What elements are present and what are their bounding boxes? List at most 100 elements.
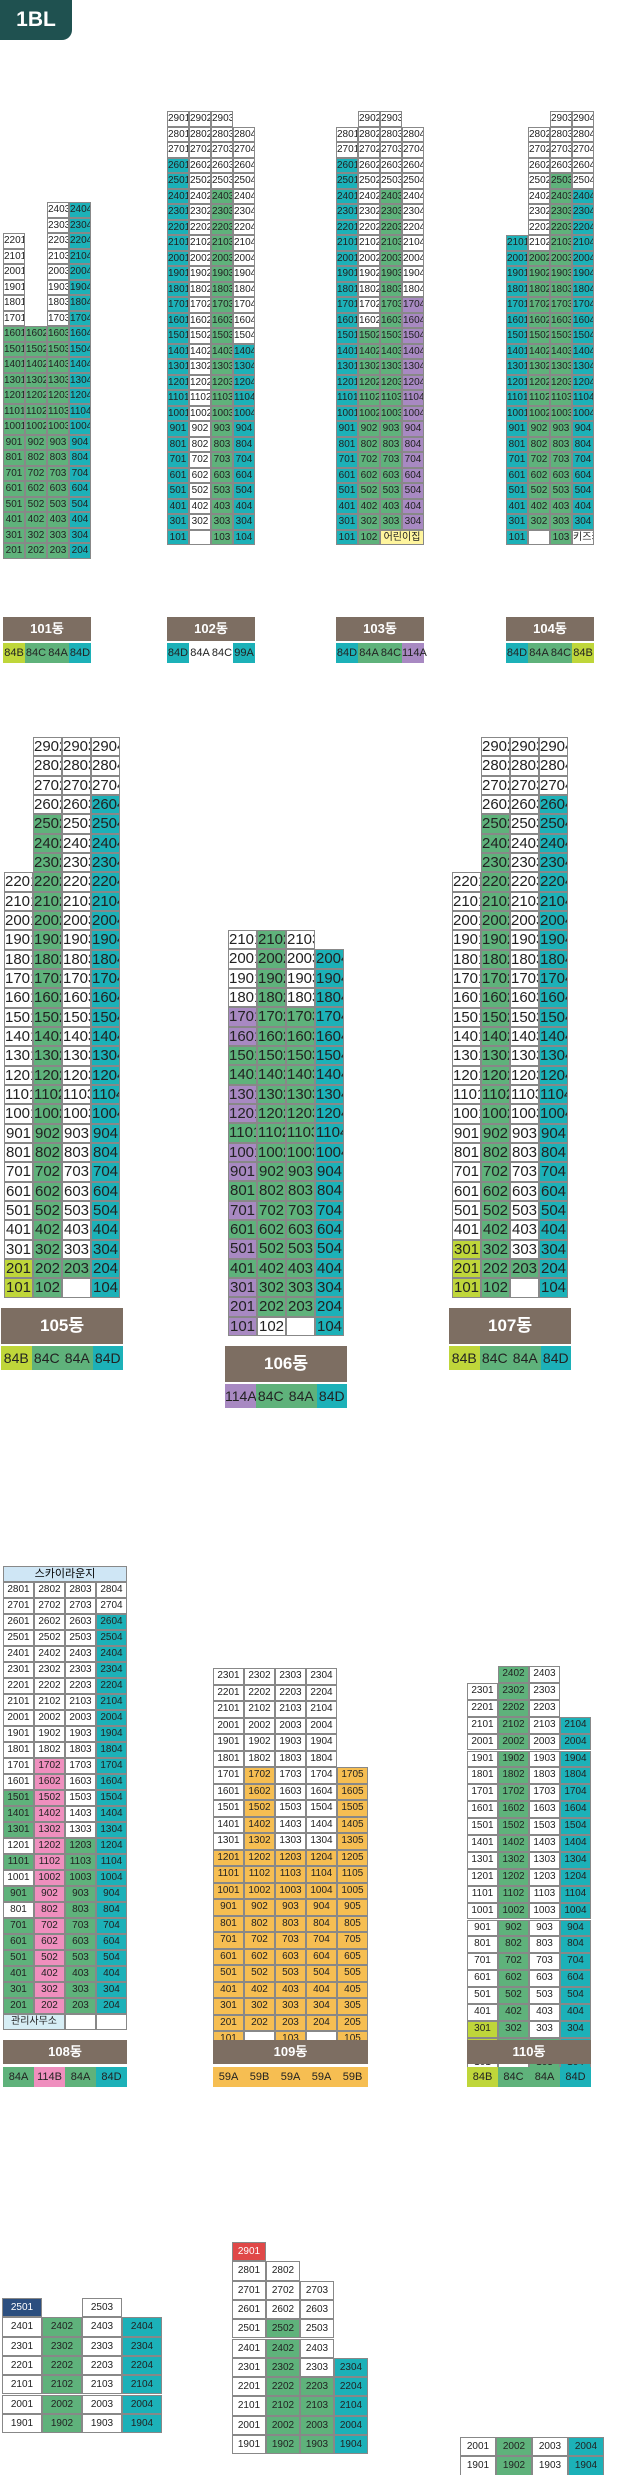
- unit-cell: 1603: [529, 1801, 560, 1819]
- unit-cell: 704: [233, 452, 255, 468]
- unit-cell: 2201: [467, 1699, 498, 1717]
- unit-cell: 2101: [232, 2396, 266, 2416]
- unit-cell: 1001: [506, 405, 528, 421]
- unit-cell: 1503: [47, 341, 69, 357]
- unit-cell: 1901: [213, 1734, 244, 1751]
- unit-cell: 1503: [211, 328, 233, 344]
- unit-cell: 2501: [336, 173, 358, 189]
- unit-cell: 2003: [529, 1733, 560, 1751]
- unit-cell: 1001: [4, 1104, 33, 1124]
- unit-cell: 2702: [189, 142, 211, 158]
- unit-cell: 301: [167, 514, 189, 530]
- unit-cell: 2301: [2, 2336, 42, 2356]
- unit-cell: 2004: [96, 1710, 127, 1726]
- unit-cell: 903: [510, 1123, 539, 1143]
- unit-cell: 802: [358, 436, 380, 452]
- unit-cell: 1603: [65, 1774, 96, 1790]
- unit-cell: 802: [25, 450, 47, 466]
- unit-cell: 504: [96, 1950, 127, 1966]
- unit-cell: 2004: [334, 2415, 368, 2435]
- unit-cell: 2004: [572, 250, 594, 266]
- unit-cell: 1702: [34, 1758, 65, 1774]
- unit-cell: 2803: [62, 756, 91, 776]
- unit-cell: 1701: [4, 968, 33, 989]
- unit-cell: 1901: [232, 2435, 266, 2455]
- unit-cell: 1101: [506, 390, 528, 406]
- unit-cell: 501: [167, 483, 189, 499]
- unit-cell: 2704: [91, 775, 120, 795]
- unit-cell: 1603: [286, 1026, 315, 1046]
- unit-cell: 1102: [528, 390, 550, 406]
- unit-cell: 1501: [467, 1818, 498, 1835]
- unit-cell: 2601: [167, 157, 189, 173]
- unit-cell: 101: [452, 1278, 481, 1298]
- unit-type-tag: 84D: [540, 1345, 571, 1370]
- unit-cell: 604: [91, 1181, 120, 1201]
- unit-type-tag: 84A: [62, 1345, 93, 1370]
- unit-cell: 801: [467, 1936, 498, 1954]
- unit-cell: 2104: [306, 1701, 337, 1718]
- unit-cell: 1502: [189, 328, 211, 344]
- unit-cell: 801: [3, 1902, 34, 1918]
- unit-cell: 603: [62, 1181, 91, 1201]
- unit-cell: 705: [337, 1932, 368, 1949]
- unit-cell: 1103: [510, 1084, 539, 1105]
- unit-cell: 1203: [380, 374, 402, 390]
- unit-cell: 1603: [550, 312, 572, 328]
- building-name: 106동: [225, 1345, 347, 1382]
- unit-cell: 2101: [228, 930, 257, 950]
- unit-cell: 1602: [25, 326, 47, 342]
- unit-cell: 2403: [529, 1666, 560, 1683]
- unit-cell: 1901: [506, 266, 528, 282]
- unit-cell: 401: [4, 1220, 33, 1240]
- unit-cell: 1303: [65, 1822, 96, 1838]
- unit-cell: 2404: [539, 833, 568, 853]
- unit-cell: 1901: [4, 930, 33, 950]
- unit-cell: 2202: [358, 219, 380, 235]
- unit-cell: [189, 529, 211, 545]
- unit-cell: 1103: [211, 390, 233, 406]
- unit-cell: 804: [306, 1915, 337, 1932]
- unit-cell: 903: [47, 434, 69, 450]
- unit-type-tag: 84D: [92, 1345, 123, 1370]
- unit-cell: 301: [228, 1277, 257, 1298]
- unit-cell: 103: [550, 529, 572, 545]
- unit-cell: 405: [337, 1981, 368, 1998]
- unit-cell: 1003: [529, 1902, 560, 1920]
- unit-cell: 1204: [402, 374, 424, 390]
- unit-cell: 2801: [336, 126, 358, 142]
- unit-cell: 2403: [211, 188, 233, 204]
- unit-cell: 301: [467, 2020, 498, 2038]
- unit-cell: 104: [233, 529, 255, 545]
- unit-cell: 904: [539, 1123, 568, 1143]
- unit-cell: 1403: [62, 1026, 91, 1047]
- unit-cell: 1903: [65, 1726, 96, 1742]
- unit-type-tag: 84C: [255, 1383, 286, 1408]
- unit-cell: 1604: [96, 1774, 127, 1790]
- unit-cell: 2002: [33, 910, 62, 931]
- unit-cell: 1804: [96, 1742, 127, 1758]
- unit-cell: 2204: [539, 872, 568, 892]
- unit-cell: 1401: [228, 1065, 257, 1085]
- unit-cell: [528, 529, 550, 545]
- unit-cell: 1903: [275, 1734, 306, 1751]
- unit-cell: 504: [233, 483, 255, 499]
- unit-cell: 2104: [233, 235, 255, 251]
- unit-cell: 1703: [286, 1007, 315, 1027]
- unit-cell: 1403: [286, 1065, 315, 1085]
- unit-cell: 302: [358, 514, 380, 530]
- unit-cell: 2002: [42, 2394, 82, 2414]
- unit-type-tag: 84C: [31, 1345, 62, 1370]
- unit-cell: 1601: [3, 326, 25, 342]
- unit-cell: 301: [4, 1239, 33, 1259]
- unit-cell: 404: [306, 1981, 337, 1998]
- unit-cell: 1302: [481, 1046, 510, 1066]
- unit-cell: 403: [62, 1220, 91, 1240]
- unit-cell: 1702: [528, 297, 550, 313]
- unit-cell: 1602: [498, 1801, 529, 1819]
- unit-cell: 104: [539, 1278, 568, 1298]
- unit-cell: 701: [452, 1162, 481, 1182]
- unit-cell: 2201: [452, 872, 481, 892]
- unit-cell: 1702: [33, 968, 62, 989]
- unit-cell: 2104: [96, 1694, 127, 1710]
